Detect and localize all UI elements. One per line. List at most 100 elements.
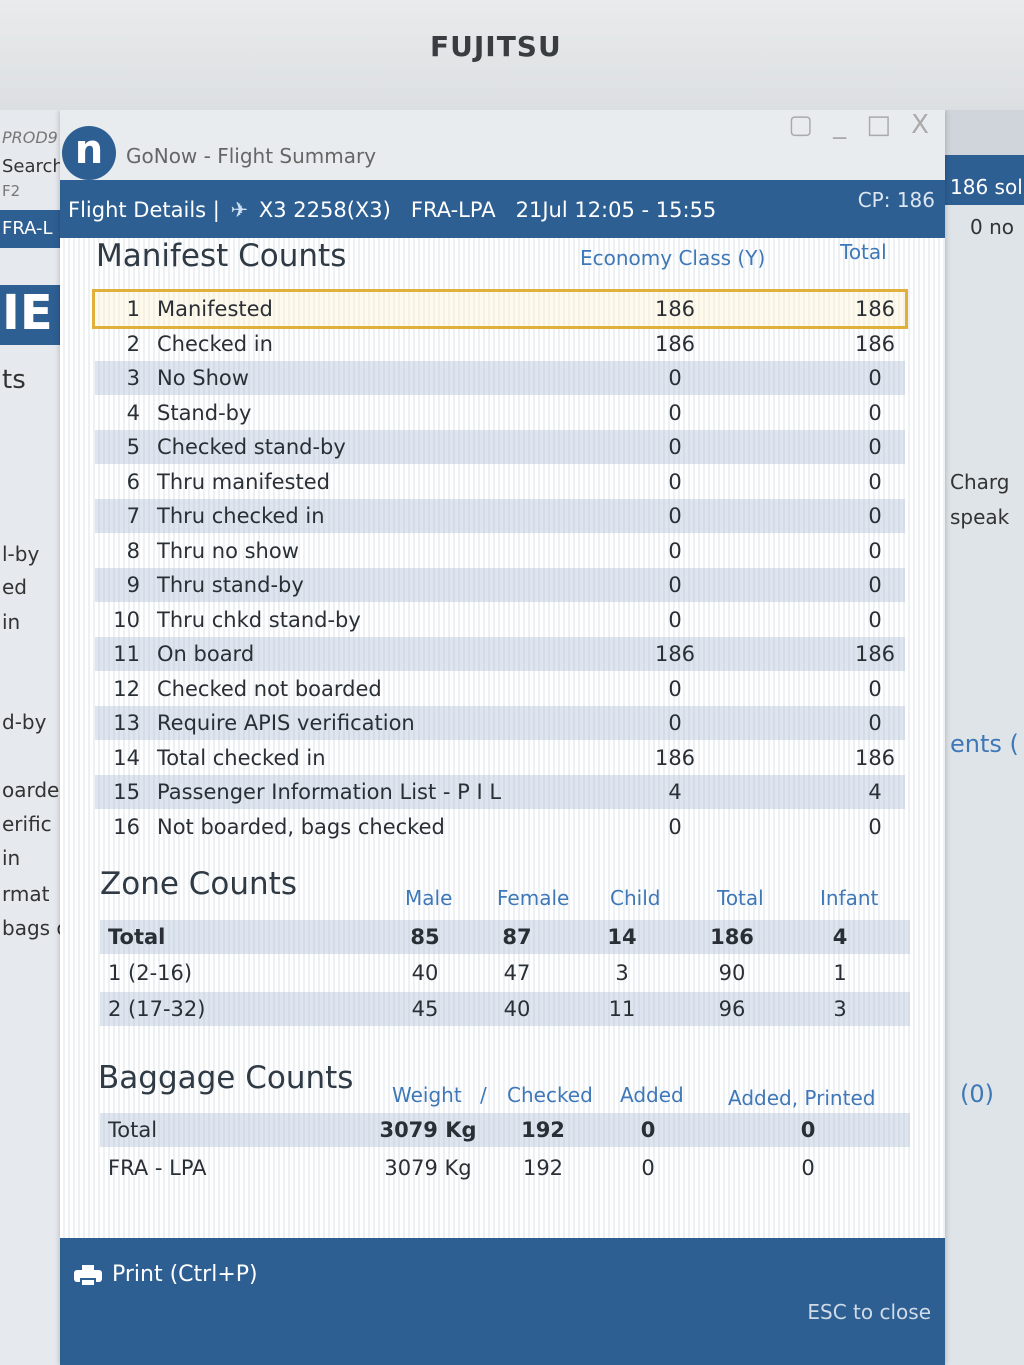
bg-right-text: (0) — [960, 1080, 994, 1108]
manifest-row[interactable]: 6 Thru manifested 0 0 — [95, 465, 905, 499]
baggage-row-added: 0 — [640, 1118, 656, 1142]
manifest-row-economy: 0 — [668, 607, 682, 632]
title-bar: n GoNow - Flight Summary ▢ _ □ X — [60, 110, 945, 190]
bg-left-text: rmat — [2, 882, 50, 906]
zone-row: 1 (2-16) 40 47 3 90 1 — [100, 956, 910, 990]
baggage-col-checked: Checked — [507, 1083, 593, 1107]
manifest-col-total: Total — [840, 240, 887, 264]
manifest-row-total: 186 — [854, 297, 896, 321]
bg-right-band — [945, 155, 1024, 205]
manifest-row[interactable]: 16 Not boarded, bags checked 0 0 — [95, 810, 905, 844]
bg-left-text: bags c — [2, 916, 60, 940]
manifest-row-label: Checked stand-by — [157, 435, 346, 459]
manifest-row-economy: 186 — [654, 642, 696, 666]
manifest-row-number: 5 — [126, 435, 140, 459]
manifest-row-total: 186 — [854, 745, 896, 770]
bg-left-text: PROD9 — [2, 128, 58, 147]
airline-icon: ✈ — [230, 198, 249, 222]
manifest-row-economy: 0 — [668, 504, 682, 528]
manifest-row-total: 0 — [868, 469, 882, 494]
print-button[interactable]: Print (Ctrl+P) — [74, 1262, 258, 1287]
manifest-row-economy: 0 — [668, 538, 682, 563]
manifest-row-number: 7 — [126, 504, 140, 528]
manifest-row[interactable]: 3 No Show 0 0 — [95, 361, 905, 395]
manifest-row[interactable]: 12 Checked not boarded 0 0 — [95, 672, 905, 706]
zone-row-label: Total — [108, 925, 166, 949]
bg-right-text: ents ( — [950, 730, 1019, 758]
manifest-row-number: 6 — [126, 469, 140, 494]
manifest-row-total: 0 — [868, 366, 882, 390]
zone-col-child: Child — [610, 886, 661, 910]
manifest-row-label: Total checked in — [157, 745, 326, 770]
zone-col-total: Total — [717, 886, 764, 910]
manifest-row[interactable]: 13 Require APIS verification 0 0 — [95, 706, 905, 740]
zone-row: Total 85 87 14 186 4 — [100, 920, 910, 954]
flight-time: 21Jul 12:05 - 15:55 — [515, 198, 717, 222]
manifest-row-label: Require APIS verification — [157, 711, 415, 735]
bg-left-text: in — [2, 846, 21, 870]
baggage-row: Total 3079 Kg 192 0 0 — [100, 1113, 910, 1147]
manifest-row-label: Stand-by — [157, 400, 252, 425]
footer-bar: Print (Ctrl+P) ESC to close — [60, 1238, 945, 1365]
bg-left-text[interactable]: Search — [2, 156, 60, 177]
manifest-row-total: 0 — [868, 435, 882, 459]
manifest-row-economy: 0 — [668, 435, 682, 459]
bg-left-text: erific — [2, 812, 52, 836]
zone-row-value: 45 — [411, 997, 439, 1021]
esc-to-close[interactable]: ESC to close — [807, 1300, 931, 1324]
bg-left-text: ed — [2, 575, 27, 599]
flight-number: X3 2258(X3) — [258, 198, 391, 222]
manifest-row-economy: 186 — [654, 745, 696, 770]
background-app-right: 186 sol 0 no Charg speak ents ( (0) — [945, 155, 1024, 1365]
manifest-row-economy: 0 — [668, 469, 682, 494]
manifest-row-total: 4 — [868, 780, 882, 804]
manifest-row[interactable]: 1 Manifested 186 186 — [92, 289, 908, 329]
manifest-row[interactable]: 11 On board 186 186 — [95, 637, 905, 671]
manifest-row[interactable]: 10 Thru chkd stand-by 0 0 — [95, 603, 905, 637]
manifest-row[interactable]: 14 Total checked in 186 186 — [95, 741, 905, 775]
bg-left-text: ts — [2, 365, 26, 395]
manifest-row-total: 0 — [868, 711, 882, 735]
baggage-row-weight: 3079 Kg — [379, 1118, 477, 1142]
zone-row-value: 3 — [615, 961, 629, 985]
manifest-row[interactable]: 8 Thru no show 0 0 — [95, 534, 905, 568]
manifest-row[interactable]: 9 Thru stand-by 0 0 — [95, 568, 905, 602]
zone-row: 2 (17-32) 45 40 11 96 3 — [100, 992, 910, 1026]
manifest-row-label: Thru stand-by — [157, 573, 304, 597]
zone-row-value: 96 — [718, 997, 746, 1021]
baggage-row-added: 0 — [641, 1156, 655, 1180]
baggage-row-label: FRA - LPA — [108, 1156, 207, 1180]
manifest-row-total: 0 — [868, 538, 882, 563]
bg-left-text: F2 — [2, 182, 21, 200]
manifest-row[interactable]: 15 Passenger Information List - P I L 4 4 — [95, 775, 905, 809]
zone-row-value: 4 — [832, 925, 848, 949]
flight-route: FRA-LPA — [410, 198, 496, 222]
manifest-row-economy: 0 — [668, 573, 682, 597]
baggage-row-printed: 0 — [801, 1156, 815, 1180]
manifest-row[interactable]: 5 Checked stand-by 0 0 — [95, 430, 905, 464]
baggage-title: Baggage Counts — [98, 1060, 354, 1096]
window-controls[interactable]: ▢ _ □ X — [788, 110, 935, 140]
manifest-row-number: 15 — [113, 780, 140, 804]
baggage-row-checked: 192 — [522, 1156, 564, 1180]
zone-col-male: Male — [405, 886, 453, 910]
manifest-row-economy: 0 — [668, 366, 682, 390]
manifest-row[interactable]: 4 Stand-by 0 0 — [95, 396, 905, 430]
baggage-col-weight: Weight — [392, 1083, 462, 1107]
zone-row-value: 186 — [710, 925, 754, 949]
gonow-logo: n — [62, 126, 116, 180]
baggage-col-sep: / — [480, 1083, 487, 1107]
bg-left-text: FRA-L — [2, 218, 53, 239]
zone-row-value: 85 — [410, 925, 440, 949]
print-button-label: Print (Ctrl+P) — [112, 1262, 258, 1287]
summary-content: Manifest Counts Economy Class (Y) Total … — [60, 238, 945, 1238]
zone-row-value: 40 — [411, 961, 439, 985]
manifest-row-number: 16 — [113, 814, 140, 839]
manifest-row[interactable]: 2 Checked in 186 186 — [95, 327, 905, 361]
zone-row-value: 14 — [607, 925, 637, 949]
manifest-row-number: 13 — [113, 711, 140, 735]
background-app-left: PROD9 Search F2 FRA-L IE ts l-by ed in d… — [0, 110, 60, 1365]
manifest-row[interactable]: 7 Thru checked in 0 0 — [95, 499, 905, 533]
manifest-row-economy: 4 — [668, 780, 682, 804]
baggage-col-added: Added — [620, 1083, 684, 1107]
